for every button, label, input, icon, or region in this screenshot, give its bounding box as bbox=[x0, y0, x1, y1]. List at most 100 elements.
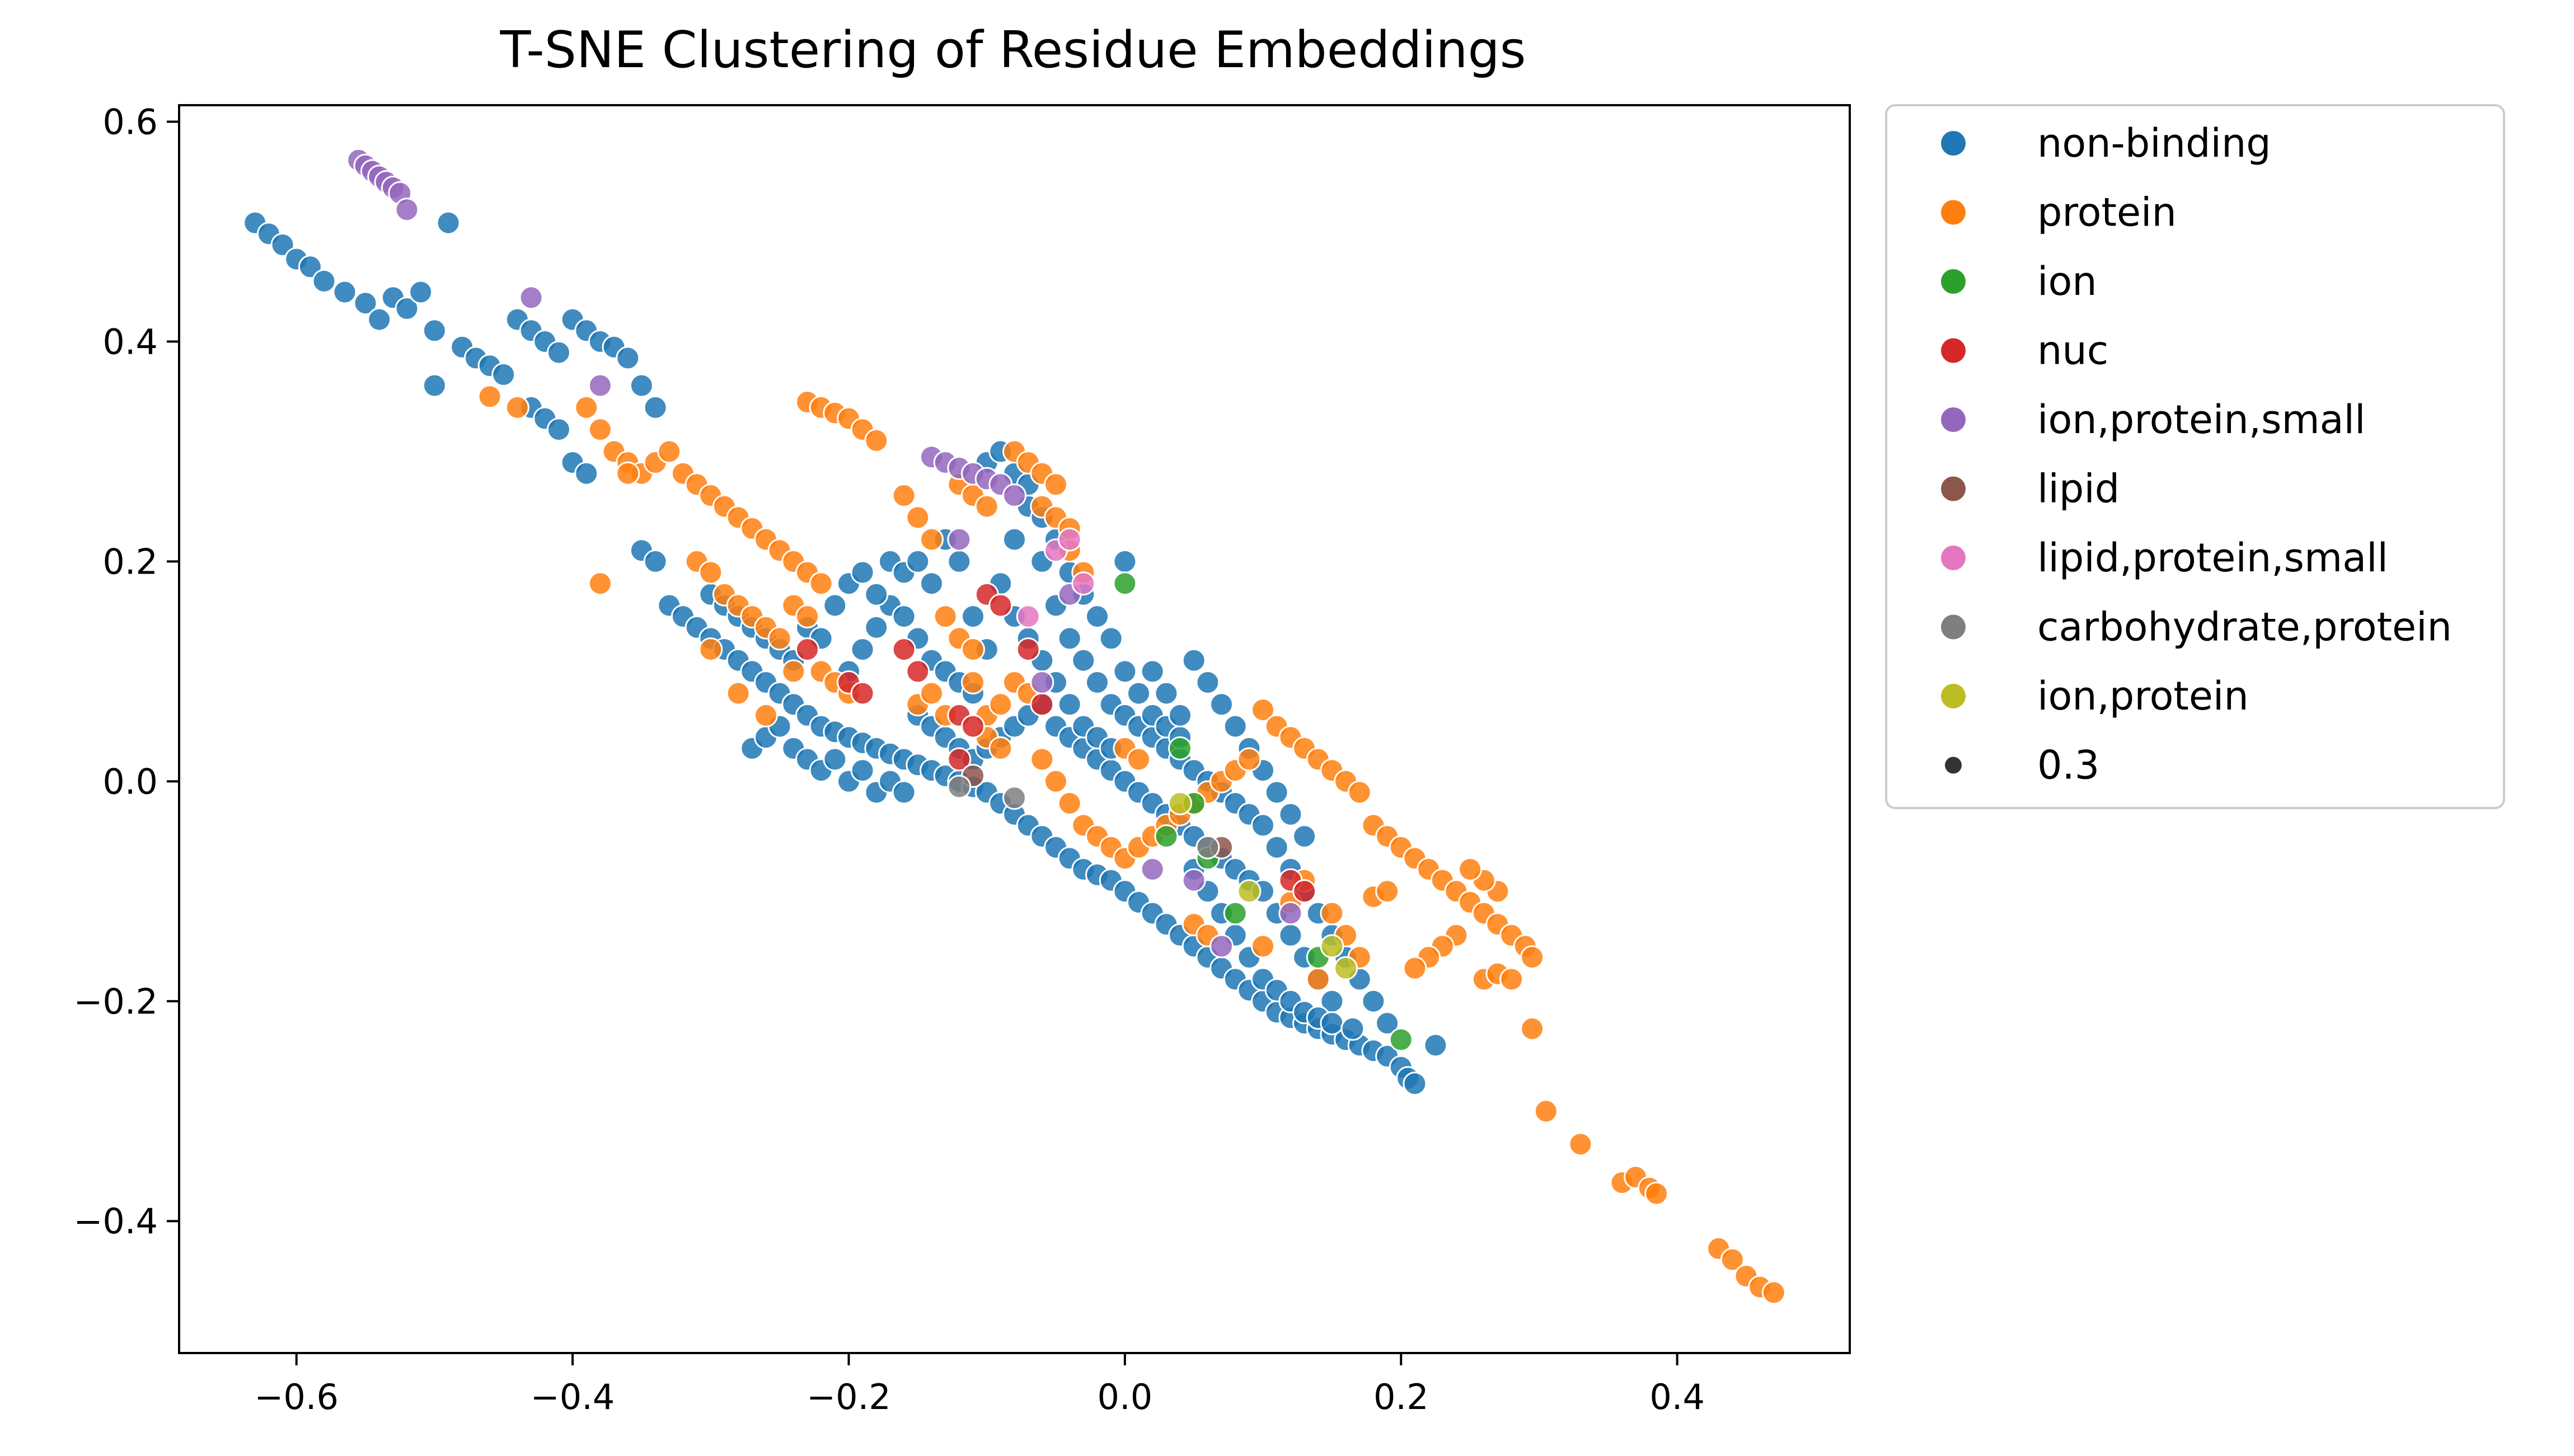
legend-label: ion bbox=[2037, 259, 2097, 304]
legend-marker bbox=[1941, 131, 1966, 156]
scatter-point bbox=[892, 604, 916, 629]
points-layer bbox=[243, 148, 1786, 1305]
scatter-point bbox=[947, 747, 972, 772]
scatter-point bbox=[698, 637, 723, 662]
scatter-point bbox=[1195, 835, 1220, 859]
scatter-point bbox=[1168, 703, 1192, 727]
scatter-point bbox=[616, 346, 640, 370]
scatter-point bbox=[781, 659, 806, 684]
scatter-point bbox=[1520, 1016, 1545, 1041]
scatter-point bbox=[353, 291, 378, 316]
scatter-point bbox=[1499, 967, 1524, 992]
scatter-point bbox=[1340, 1016, 1365, 1041]
scatter-point bbox=[1568, 1132, 1593, 1157]
legend-marker bbox=[1941, 476, 1966, 501]
scatter-point bbox=[947, 774, 972, 799]
scatter-point bbox=[809, 571, 833, 596]
scatter-point bbox=[1403, 1072, 1427, 1096]
scatter-point bbox=[906, 505, 930, 530]
scatter-point bbox=[850, 681, 875, 706]
scatter-point bbox=[1278, 923, 1303, 947]
scatter-point bbox=[629, 373, 654, 398]
legend-label: lipid,protein,small bbox=[2037, 535, 2388, 581]
y-tick-label: 0.0 bbox=[102, 761, 158, 802]
scatter-point bbox=[698, 560, 723, 585]
scatter-point bbox=[367, 307, 392, 332]
scatter-point bbox=[1458, 857, 1483, 881]
x-tick-label: −0.2 bbox=[807, 1377, 891, 1417]
scatter-point bbox=[491, 362, 516, 387]
y-tick-label: −0.4 bbox=[73, 1201, 158, 1242]
scatter-point bbox=[1195, 670, 1220, 694]
scatter-point bbox=[823, 747, 847, 772]
scatter-point bbox=[422, 318, 447, 343]
scatter-point bbox=[409, 280, 433, 304]
scatter-point bbox=[906, 549, 930, 574]
x-axis: −0.6 −0.4 −0.2 0.0 0.2 0.4 bbox=[254, 1353, 1705, 1417]
scatter-point bbox=[1154, 681, 1179, 706]
scatter-point bbox=[1251, 934, 1275, 959]
scatter-point bbox=[1278, 901, 1303, 926]
legend-label: ion,protein,small bbox=[2037, 397, 2365, 443]
legend-marker bbox=[1941, 269, 1966, 294]
y-tick-label: −0.2 bbox=[73, 981, 158, 1022]
scatter-point bbox=[1127, 681, 1151, 706]
scatter-point bbox=[1044, 472, 1068, 497]
scatter-point bbox=[1423, 1033, 1448, 1058]
scatter-point bbox=[1057, 527, 1082, 552]
scatter-point bbox=[1140, 857, 1165, 881]
scatter-point bbox=[332, 280, 357, 304]
scatter-point bbox=[588, 417, 612, 442]
legend: non-binding protein ion nuc ion,protein,smal… bbox=[1885, 104, 2505, 809]
x-tick-label: 0.0 bbox=[1098, 1377, 1153, 1417]
scatter-point bbox=[1347, 780, 1372, 805]
scatter-point bbox=[988, 593, 1013, 618]
scatter-point bbox=[947, 527, 972, 552]
scatter-point bbox=[1071, 571, 1096, 596]
scatter-point bbox=[643, 549, 668, 574]
scatter-point bbox=[1375, 1011, 1400, 1036]
scatter-point bbox=[1237, 747, 1262, 772]
legend-label: lipid bbox=[2037, 466, 2120, 512]
scatter-point bbox=[1181, 868, 1206, 893]
scatter-point bbox=[850, 560, 875, 585]
scatter-point bbox=[850, 758, 875, 783]
legend-frame bbox=[1885, 104, 2505, 809]
scatter-point bbox=[1057, 692, 1082, 717]
scatter-point bbox=[988, 692, 1013, 717]
scatter-point bbox=[1002, 786, 1026, 810]
scatter-point bbox=[1113, 571, 1137, 596]
scatter-point bbox=[1264, 780, 1289, 805]
scatter-point bbox=[1154, 824, 1179, 849]
legend-label: ion,protein bbox=[2037, 673, 2249, 719]
scatter-point bbox=[1030, 692, 1054, 717]
scatter-point bbox=[1292, 879, 1317, 904]
scatter-point bbox=[906, 659, 930, 684]
scatter-point bbox=[1030, 747, 1054, 772]
scatter-point bbox=[1030, 670, 1054, 694]
scatter-point bbox=[1002, 483, 1026, 508]
legend-marker bbox=[1941, 407, 1966, 432]
scatter-point bbox=[505, 395, 529, 420]
scatter-point bbox=[961, 604, 985, 629]
scatter-point bbox=[1720, 1247, 1745, 1272]
scatter-point bbox=[961, 637, 985, 662]
scatter-point bbox=[864, 615, 889, 640]
legend-label: protein bbox=[2037, 190, 2177, 236]
y-tick-label: 0.6 bbox=[102, 101, 158, 142]
chart-title: T-SNE Clustering of Residue Embeddings bbox=[500, 21, 1526, 79]
scatter-point bbox=[988, 736, 1013, 760]
legend-marker bbox=[1941, 546, 1966, 570]
scatter-point bbox=[920, 527, 944, 552]
scatter-point bbox=[1099, 626, 1123, 651]
scatter-point bbox=[1389, 1027, 1413, 1052]
scatter-point bbox=[1085, 670, 1109, 694]
scatter-point bbox=[546, 340, 571, 365]
scatter-point bbox=[1071, 648, 1096, 673]
scatter-point bbox=[947, 549, 972, 574]
y-axis: −0.4 −0.2 0.0 0.2 0.4 0.6 bbox=[73, 101, 179, 1242]
legend-label: nuc bbox=[2037, 328, 2108, 374]
scatter-point bbox=[574, 395, 599, 420]
scatter-point bbox=[574, 461, 599, 486]
legend-label: 0.3 bbox=[2037, 743, 2099, 788]
